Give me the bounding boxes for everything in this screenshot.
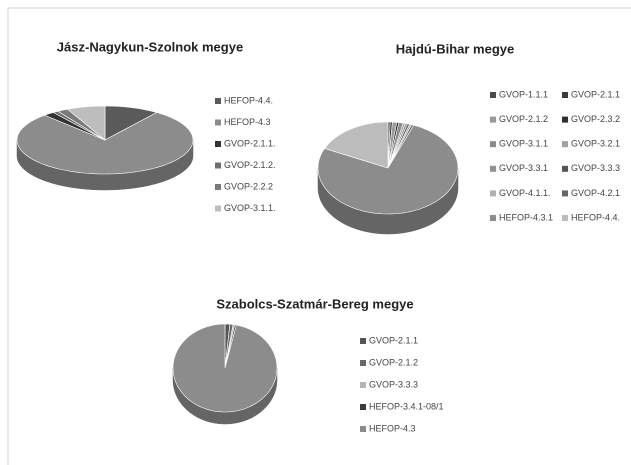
legend-label: GVOP-2.1.2 (499, 114, 548, 124)
legend-label: GVOP-3.3.3 (571, 163, 620, 173)
legend-swatch (490, 190, 496, 197)
legend-label: GVOP-1.1.1 (499, 89, 548, 99)
legend-swatch (562, 92, 568, 98)
slice (66, 105, 106, 141)
legend-label: HEFOP-4.3 (369, 423, 416, 433)
slice (324, 121, 389, 169)
legend-swatch (215, 141, 221, 147)
legend-swatch (360, 360, 366, 366)
legend-label: HEFOP-4.4. (571, 212, 620, 222)
legend-swatch (490, 116, 496, 123)
slice (16, 112, 194, 175)
legend-label: HEFOP-3.4.1-08/1 (369, 401, 444, 411)
legend-label: GVOP-3.1.1 (499, 139, 548, 149)
legend-label: HEFOP-4.3.1 (499, 212, 553, 222)
slice (172, 323, 278, 413)
legend-label: GVOP-2.1.1 (369, 335, 418, 345)
legend-swatch (215, 162, 221, 169)
legend-swatch (562, 165, 568, 172)
legend-label: HEFOP-4.4. (224, 95, 273, 105)
legend-label: GVOP-2.3.2 (571, 114, 620, 124)
legend-label: GVOP-2.1.2. (224, 160, 276, 170)
legend-label: GVOP-2.2.2 (224, 181, 273, 191)
legend-label: GVOP-3.3.1 (499, 163, 548, 173)
legend-label: GVOP-3.2.1 (571, 139, 620, 149)
legend-swatch (490, 165, 496, 172)
legend-label: GVOP-3.3.3 (369, 379, 418, 389)
legend-swatch (360, 404, 366, 410)
slice (317, 124, 459, 215)
legend-label: GVOP-4.2.1 (571, 188, 620, 198)
legend-swatch (562, 141, 568, 148)
legend-swatch (215, 98, 221, 104)
legend-swatch (562, 215, 568, 221)
legend-swatch (215, 184, 221, 190)
chart-title: Szabolcs-Szatmár-Bereg megye (216, 296, 413, 311)
slice (104, 105, 158, 141)
chart-title: Jász-Nagykun-Szolnok megye (57, 39, 243, 54)
legend-swatch (215, 119, 221, 126)
legend-swatch (360, 426, 366, 432)
legend-swatch (215, 205, 221, 212)
chart-title: Hajdú-Bihar megye (396, 41, 514, 56)
legend-label: HEFOP-4.3 (224, 117, 271, 127)
legend-swatch (360, 382, 366, 388)
legend-swatch (360, 338, 366, 344)
legend-swatch (490, 141, 496, 148)
legend-swatch (562, 190, 568, 197)
legend-label: GVOP-2.1.1. (224, 138, 276, 148)
legend-swatch (490, 92, 496, 98)
legend-label: GVOP-2.1.1 (571, 89, 620, 99)
legend-label: GVOP-3.1.1. (224, 203, 276, 213)
legend-label: GVOP-4.1.1. (499, 188, 551, 198)
legend-label: GVOP-2.1.2 (369, 357, 418, 367)
frame (7, 7, 631, 465)
legend-swatch (562, 116, 568, 123)
legend-swatch (490, 215, 496, 221)
